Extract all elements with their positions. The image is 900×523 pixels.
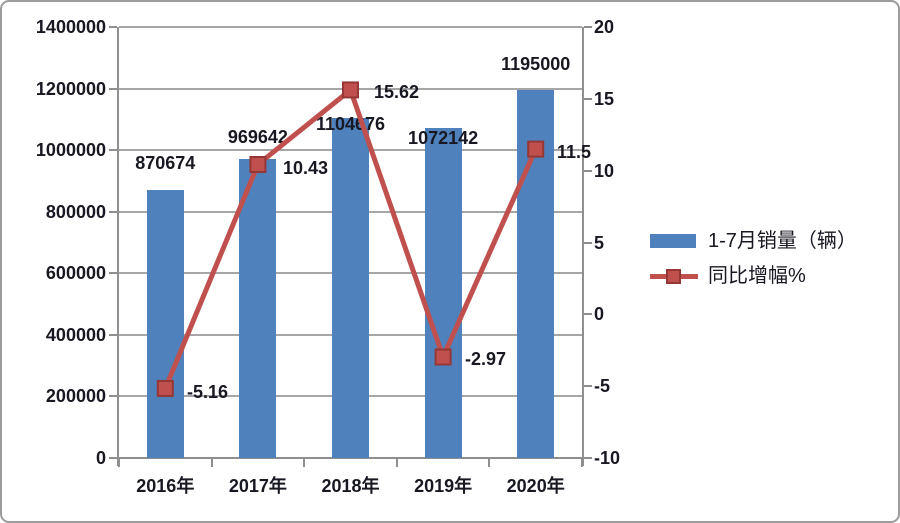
left-axis-tick [109, 149, 117, 152]
right-axis-tick [584, 97, 592, 100]
line-data-label: -5.16 [187, 382, 229, 402]
left-axis-label: 1400000 [35, 17, 106, 37]
right-axis-label: 10 [594, 160, 615, 181]
left-axis-label: 400000 [45, 324, 106, 345]
bar-data-label: 870674 [135, 153, 196, 173]
line-data-label: 15.62 [374, 82, 420, 102]
x-axis-tick [488, 459, 491, 467]
bar-data-label: 1195000 [501, 54, 571, 74]
left-axis-label: 0 [95, 448, 106, 468]
right-axis-tick [584, 313, 592, 316]
right-axis-tick [584, 26, 592, 28]
x-axis-tick [303, 459, 306, 467]
gridline [119, 87, 582, 90]
line-data-label: 10.43 [283, 158, 329, 178]
bar-2020 [517, 90, 555, 458]
line-data-label: 11.5 [557, 142, 592, 162]
line-data-label: -2.97 [465, 349, 507, 369]
bar-data-label: 1072142 [408, 128, 479, 148]
left-axis-label: 200000 [45, 386, 106, 407]
x-axis-label: 2020年 [506, 476, 565, 496]
legend-bar-swatch-icon [650, 234, 696, 248]
right-axis-label: 20 [594, 17, 615, 37]
right-axis-tick [584, 457, 592, 459]
left-axis-tick [109, 210, 117, 213]
x-axis-tick [581, 459, 583, 467]
legend-line-swatch-icon [650, 268, 698, 285]
line-marker-2018 [342, 81, 359, 99]
y-axis-line [117, 27, 119, 466]
right-axis-label: 0 [594, 304, 605, 325]
bar-2017 [239, 159, 277, 458]
gridline [119, 26, 582, 28]
right-axis-label: 5 [594, 232, 605, 253]
legend-bar-label: 1-7月销量（辆） [708, 230, 857, 252]
bar-data-label: 1104676 [315, 114, 386, 134]
left-axis-label: 600000 [45, 263, 106, 284]
x-axis-tick [210, 459, 213, 467]
bar-2018 [332, 117, 369, 458]
left-axis-tick [109, 26, 117, 28]
right-axis-tick [584, 241, 592, 244]
left-axis-tick [109, 333, 117, 336]
left-axis-tick [109, 272, 117, 275]
bar-data-label: 969642 [227, 127, 288, 147]
x-axis-tick [118, 459, 120, 467]
left-axis-tick [109, 395, 117, 398]
right-axis-label: -10 [594, 448, 621, 468]
legend-item-growth: 同比增幅% [650, 263, 857, 289]
left-axis-tick [109, 87, 117, 90]
x-axis-line [119, 457, 584, 459]
x-axis-label: 2017年 [228, 476, 287, 496]
left-axis-label: 1000000 [35, 140, 106, 161]
legend: 1-7月销量（辆） 同比增幅% [650, 228, 857, 298]
right-axis-tick [584, 169, 592, 172]
left-axis-label: 1200000 [35, 78, 106, 99]
legend-line-label: 同比增幅% [708, 265, 806, 287]
x-axis-tick [395, 459, 398, 467]
legend-item-sales: 1-7月销量（辆） [650, 228, 857, 254]
x-axis-label: 2019年 [414, 476, 473, 496]
x-axis-label: 2016年 [136, 476, 195, 496]
bar-2016 [146, 189, 184, 458]
right-axis-tick [584, 385, 592, 388]
left-axis-tick [109, 457, 117, 459]
left-axis-label: 800000 [45, 201, 106, 222]
right-axis-label: -5 [594, 376, 611, 397]
secondary-y-axis-line [582, 27, 584, 466]
right-axis-label: 15 [594, 88, 615, 109]
x-axis-label: 2018年 [321, 476, 380, 496]
bar-2019 [424, 127, 462, 458]
